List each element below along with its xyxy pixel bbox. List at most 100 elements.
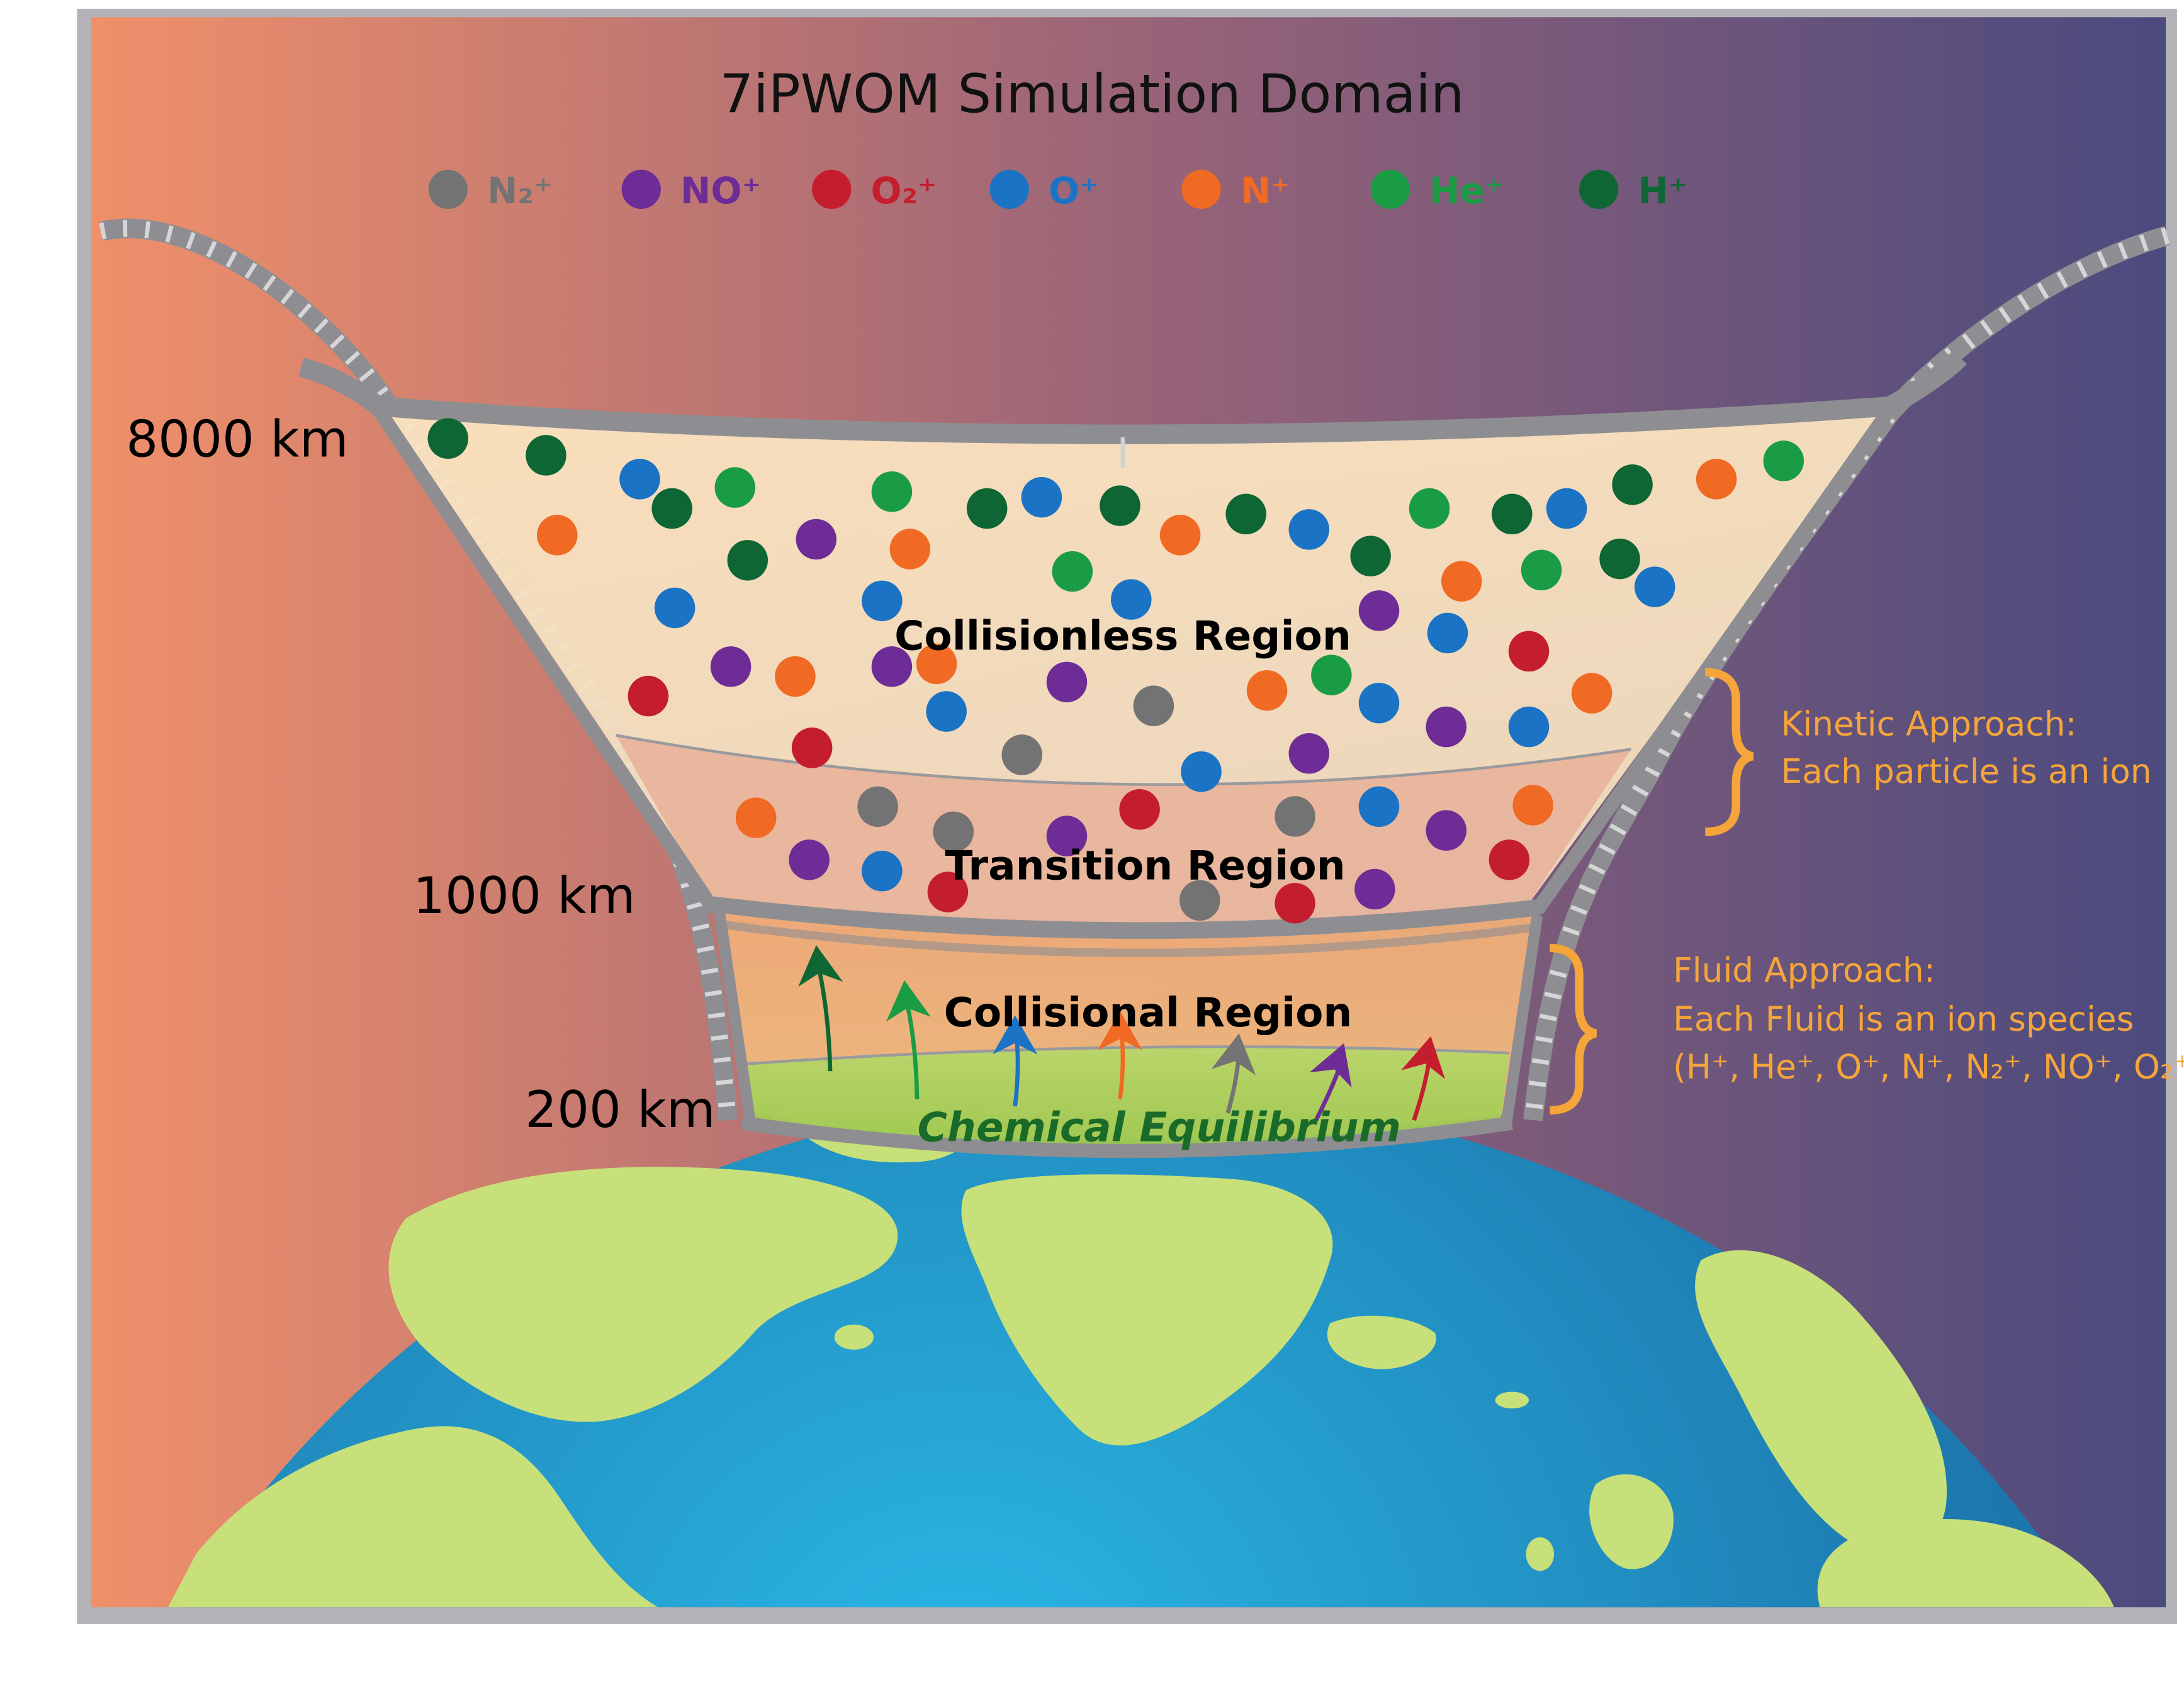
europe-shape [1817, 1519, 2114, 1608]
legend-swatch [1370, 169, 1410, 210]
ion-particle [1288, 733, 1330, 774]
ion-particle [1111, 579, 1152, 620]
collisional-bottom-rim [741, 1116, 1513, 1159]
island-dot [1526, 1537, 1555, 1571]
ion-particle [871, 471, 913, 512]
ion-particle [789, 839, 830, 880]
altitude-label-8000: 8000 km [126, 410, 349, 469]
transition-region-label: Transition Region [945, 842, 1345, 889]
ion-particle [927, 872, 969, 912]
altitude-label-200: 200 km [525, 1080, 716, 1139]
ion-particle [889, 529, 931, 570]
ion-particle [628, 675, 669, 717]
legend-swatch [621, 169, 661, 210]
ion-particle [1119, 789, 1160, 830]
ion-particle [1275, 883, 1315, 924]
ion-particle [710, 646, 751, 687]
ion-particle [1046, 661, 1088, 703]
upflow-arrow [1097, 1011, 1143, 1100]
fluid-approach-species: (H⁺, He⁺, O⁺, N⁺, N₂⁺, NO⁺, O₂⁺) [1673, 1047, 2184, 1086]
fluid-approach-desc: Each Fluid is an ion species [1673, 999, 2134, 1039]
legend-label: H⁺ [1638, 169, 1688, 212]
legend-label: NO⁺ [680, 169, 761, 212]
arrow-head [1097, 1011, 1143, 1050]
chemical-equilibrium-band [741, 1047, 1509, 1148]
legend-label: He⁺ [1429, 169, 1504, 212]
legend-label: N₂⁺ [487, 169, 553, 212]
ion-particle [1001, 734, 1043, 775]
legend-label: O⁺ [1049, 169, 1099, 212]
funnel-top-rim [298, 350, 1967, 444]
ion-particles [427, 418, 1804, 924]
collisional-inner-rim [719, 920, 1538, 957]
upflow-arrows [798, 945, 1445, 1121]
diagram-title: 7iPWOM Simulation Domain [719, 64, 1464, 125]
island-dot [627, 1246, 689, 1274]
ion-particle [933, 811, 974, 853]
british-isles-shape [1589, 1474, 1674, 1569]
ion-particle [862, 580, 903, 622]
arrow-head [1401, 1036, 1445, 1079]
funnel-rim-1000km [710, 896, 1541, 940]
north-america-shape [167, 1426, 658, 1608]
collisional-region-label: Collisional Region [944, 989, 1353, 1036]
ion-particle [1021, 476, 1062, 518]
ion-particle [1599, 538, 1640, 580]
legend-swatch [989, 169, 1029, 210]
island-dot [706, 1221, 751, 1243]
altitude-label-1000: 1000 km [413, 867, 636, 925]
ion-particle [1508, 706, 1550, 748]
upflow-arrow [1211, 1033, 1256, 1114]
arrow-head [886, 980, 931, 1022]
ion-particle [1409, 488, 1450, 529]
ion-particle [1288, 509, 1330, 550]
ion-particle [1612, 464, 1653, 505]
ion-particle [966, 488, 1008, 529]
ion-particle [1046, 816, 1088, 856]
kinetic-brace [1705, 668, 1754, 836]
scandinavia-shape [1695, 1250, 1947, 1555]
transition-divider [616, 734, 1631, 786]
ion-particle [926, 691, 967, 732]
kinetic-approach-title: Kinetic Approach: [1781, 704, 2076, 743]
ion-particle [1634, 566, 1675, 607]
ion-particle [1350, 536, 1391, 576]
ion-particle [775, 656, 816, 697]
legend-label: N⁺ [1241, 169, 1290, 212]
arrow-head [1309, 1043, 1352, 1088]
iceland-shape [1327, 1315, 1436, 1370]
ion-particle [1512, 785, 1553, 826]
ion-particle [1246, 670, 1288, 711]
ion-particle [1354, 868, 1395, 910]
ion-particle [1426, 706, 1467, 748]
ion-particle [735, 797, 777, 838]
chemical-equilibrium-label: Chemical Equilibrium [918, 1104, 1401, 1151]
upflow-arrow [1401, 1036, 1445, 1121]
arrow-head [993, 1015, 1038, 1055]
ion-particle [1358, 786, 1400, 828]
legend-label: O₂⁺ [871, 169, 937, 212]
collisional-right-wall [1500, 915, 1543, 1124]
ion-particle [651, 488, 692, 529]
ion-particle [871, 646, 913, 687]
ion-particle [1159, 515, 1201, 556]
ion-particle [1696, 459, 1737, 500]
earth [167, 1092, 2114, 1608]
upflow-arrow [993, 1015, 1038, 1107]
ion-particle [427, 418, 469, 459]
ion-particle [1571, 673, 1613, 714]
upflow-arrow [886, 980, 931, 1099]
species-legend: N₂⁺ NO⁺ O₂⁺ O⁺ N⁺ He⁺ H⁺ [428, 169, 1688, 212]
ion-particle [1100, 485, 1140, 526]
chemical-band-top [741, 1045, 1509, 1066]
ion-particle [1311, 654, 1352, 695]
ion-particle [862, 850, 903, 892]
ion-particle [1546, 488, 1587, 529]
kinetic-approach-desc: Each particle is an ion [1781, 751, 2151, 791]
ion-particle [1489, 839, 1530, 880]
ion-particle [654, 587, 695, 629]
upflow-arrow [1309, 1043, 1352, 1121]
legend-swatch [1579, 169, 1619, 210]
